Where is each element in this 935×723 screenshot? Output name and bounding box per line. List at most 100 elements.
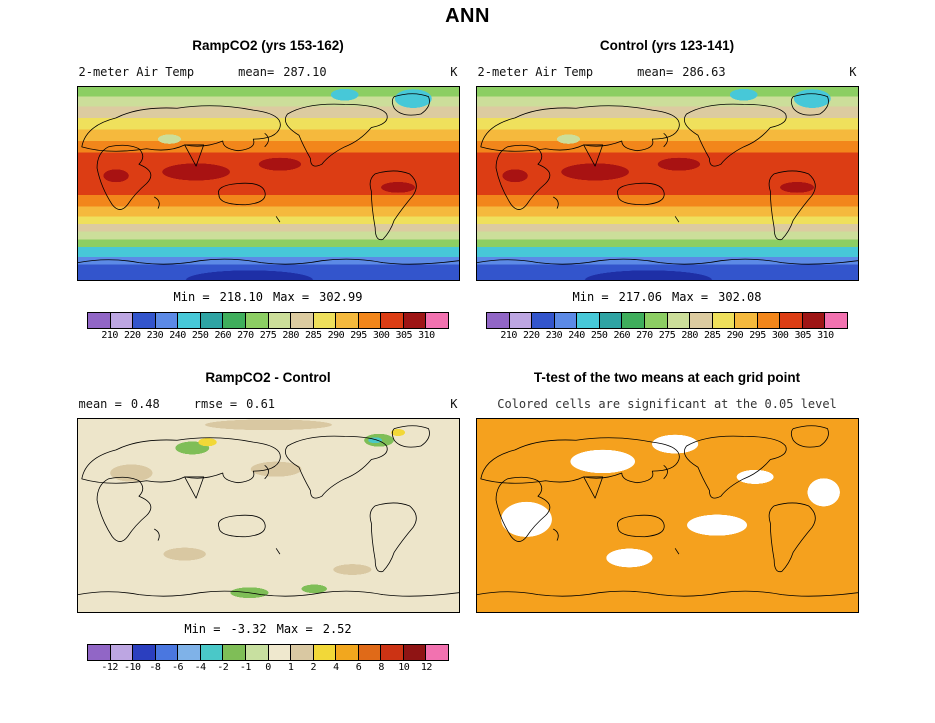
colorbar-box: [358, 645, 382, 660]
colorbar-box: [735, 313, 758, 328]
variable-label: 2-meter Air Temp: [477, 65, 594, 79]
rmse-label: rmse =: [193, 397, 238, 411]
colorbar-box: [336, 645, 359, 660]
colorbar-tick-label: 270: [237, 330, 254, 341]
colorbar-box: [200, 645, 224, 660]
mean-label: mean =: [78, 397, 122, 411]
map-rampco2: [76, 86, 460, 281]
minmax-difference: Min = -3.32 Max = 2.52: [77, 622, 460, 637]
colorbar-box: [313, 645, 337, 660]
colorbar-tick-label: 240: [568, 330, 585, 341]
colorbar-box: [757, 313, 781, 328]
colorbar-difference: -12 -10 -8 -6 -4 -2 -1 0 1 2 4 6 8 10 12: [87, 644, 449, 674]
colorbar-tick-label: 210: [101, 330, 118, 341]
colorbar-tick-label: 8: [378, 662, 384, 673]
colorbar-tick-label: 310: [817, 330, 834, 341]
minmax-control: Min = 217.06 Max = 302.08: [476, 290, 859, 305]
colorbar-box: [110, 313, 134, 328]
colorbar-box: [532, 313, 555, 328]
colorbar-tick-label: 310: [418, 330, 435, 341]
colorbar-box: [690, 313, 713, 328]
colorbar-box: [712, 313, 736, 328]
units-label: K: [450, 397, 458, 411]
colorbar-box: [291, 313, 314, 328]
colorbar-box: [381, 645, 404, 660]
colorbar-tick-label: 285: [703, 330, 721, 341]
colorbar-tick-label: -12: [101, 662, 118, 673]
ttest-subtitle: Colored cells are significant at the 0.0…: [497, 397, 837, 411]
colorbar-box: [667, 313, 691, 328]
panel-control: Control (yrs 123-141) 2-meter Air Temp m…: [475, 38, 859, 342]
max-label: Max =: [273, 290, 310, 304]
colorbar-box: [426, 313, 448, 328]
units-label: K: [450, 65, 458, 79]
colorbar-box: [336, 313, 359, 328]
mean-value: 0.48: [130, 397, 160, 411]
colorbar-tick-label: 280: [681, 330, 698, 341]
units-label: K: [849, 65, 857, 79]
annotation-row-control: 2-meter Air Temp mean= 286.63 K: [476, 65, 859, 81]
colorbar-box: [268, 313, 292, 328]
map-ttest: [475, 418, 859, 613]
colorbar-box: [88, 645, 111, 660]
colorbar-tick-label: 220: [123, 330, 141, 341]
panel-title-ttest: T-test of the two means at each grid poi…: [533, 370, 801, 385]
minmax-rampco2: Min = 218.10 Max = 302.99: [77, 290, 460, 305]
coastline-overlay: [476, 424, 858, 598]
rmse-value: 0.61: [246, 397, 276, 411]
colorbar-box: [403, 313, 427, 328]
colorbar-tick-label: 300: [771, 330, 789, 341]
colorbar-tick-label: 305: [395, 330, 413, 341]
panel-grid: RampCO2 (yrs 153-162) 2-meter Air Temp m…: [0, 38, 935, 674]
colorbar-box: [577, 313, 600, 328]
colorbar-tick-label: 280: [282, 330, 299, 341]
colorbar-tick-label: 230: [146, 330, 164, 341]
mean-value: 287.10: [283, 65, 327, 79]
colorbar-box: [780, 313, 803, 328]
max-label: Max =: [672, 290, 709, 304]
colorbar-tick-label: 6: [355, 662, 362, 673]
coastline-overlay: [77, 92, 459, 266]
mean-readout: mean= 287.10: [238, 65, 326, 79]
panel-title-control: Control (yrs 123-141): [599, 38, 735, 53]
colorbar-tick-label: 10: [398, 662, 410, 673]
colorbar-box: [509, 313, 533, 328]
colorbar-tick-label: -6: [171, 662, 184, 673]
colorbar-box: [403, 645, 427, 660]
colorbar-tick-label: 305: [794, 330, 812, 341]
colorbar-tick-labels: 210 220 230 240 250 260 270 275 280 285 290 295 300 3…: [87, 329, 449, 342]
min-value: 217.06: [618, 290, 662, 304]
colorbar-temperature: 210 220 230 240 250 260 270 275 280 285 290 295 300 3…: [87, 312, 449, 342]
map-difference: [76, 418, 460, 613]
min-value: 218.10: [219, 290, 263, 304]
colorbar-tick-label: 250: [191, 330, 209, 341]
colorbar-tick-label: 275: [658, 330, 676, 341]
colorbar-tick-label: 2: [310, 662, 317, 673]
colorbar-tick-label: 275: [259, 330, 277, 341]
colorbar-tick-label: 4: [333, 662, 339, 673]
colorbar-box: [622, 313, 645, 328]
colorbar-box: [223, 645, 246, 660]
mean-readout: mean= 286.63: [637, 65, 725, 79]
annotation-row-rampco2: 2-meter Air Temp mean= 287.10 K: [77, 65, 460, 81]
mean-label: mean=: [238, 65, 275, 79]
colorbar-tick-label: 210: [500, 330, 517, 341]
min-label: Min =: [184, 622, 221, 636]
colorbar-tick-label: 250: [590, 330, 608, 341]
panel-title-difference: RampCO2 - Control: [205, 370, 331, 385]
colorbar-boxes: [486, 312, 848, 329]
colorbar-tick-label: -1: [239, 662, 252, 673]
colorbar-tick-label: 290: [726, 330, 744, 341]
colorbar-tick-label: 270: [636, 330, 653, 341]
colorbar-box: [487, 313, 510, 328]
colorbar-tick-label: 12: [420, 662, 433, 673]
mean-value: 286.63: [682, 65, 726, 79]
min-value: -3.32: [230, 622, 267, 636]
colorbar-box: [178, 645, 201, 660]
colorbar-tick-label: 295: [350, 330, 367, 341]
colorbar-tick-labels: -12 -10 -8 -6 -4 -2 -1 0 1 2 4 6 8 10 12: [87, 661, 449, 674]
colorbar-box: [802, 313, 826, 328]
colorbar-tick-label: 260: [214, 330, 232, 341]
panel-rampco2: RampCO2 (yrs 153-162) 2-meter Air Temp m…: [76, 38, 460, 342]
